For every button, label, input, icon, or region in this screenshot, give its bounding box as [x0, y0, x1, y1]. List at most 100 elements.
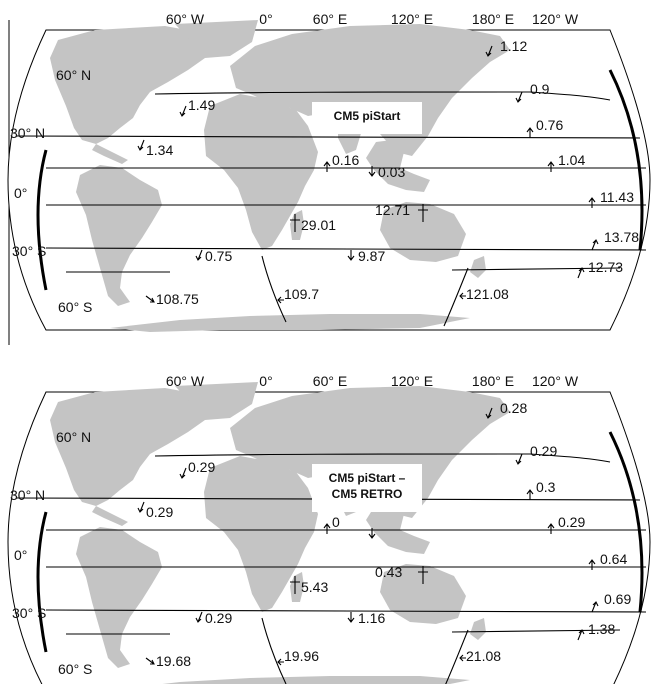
land-new-zealand	[470, 618, 486, 640]
lat-tick-label: 30° N	[10, 125, 45, 141]
land-greenland	[175, 382, 258, 420]
transport-arrow-red_sea	[368, 528, 376, 539]
transport-value-atl_32s: 0.75	[205, 248, 232, 264]
transport-arrow-australia_acc	[459, 292, 466, 300]
transport-value-tasman: 0.69	[604, 591, 631, 607]
transport-value-mozambique: 29.01	[301, 217, 336, 233]
lon-tick-label: 60° W	[166, 11, 205, 27]
transport-value-africa_acc: 19.96	[284, 648, 319, 664]
panel-title: CM5 piStart –	[329, 471, 406, 485]
land-new-zealand	[470, 256, 486, 278]
transport-value-pacific_40s: 1.38	[588, 621, 615, 637]
lon-tick-label: 120° W	[532, 11, 579, 27]
lon-tick-label: 0°	[259, 11, 272, 27]
land-south-america	[76, 527, 162, 668]
lat-tick-label: 60° S	[58, 299, 92, 315]
map-panel-1: CM5 piStart 60° W 0° 60° E 120° E 180° E 120° …	[7, 11, 651, 332]
transport-value-pacific_eq: 1.04	[558, 152, 585, 168]
transport-arrow-n_atl_47	[179, 467, 187, 479]
transport-value-pacific_5s: 0.64	[600, 551, 627, 567]
land-madagascar	[290, 210, 304, 240]
transport-arrow-indian_32s	[347, 612, 355, 623]
section-line-9	[445, 629, 469, 684]
transport-arrow-mozambique	[290, 214, 300, 232]
transport-value-africa_acc: 109.7	[284, 286, 319, 302]
lon-tick-label: 60° E	[313, 373, 347, 389]
transport-arrow-n_pacific_35	[526, 489, 534, 500]
transport-arrow-atl_32s	[195, 611, 203, 623]
land-africa	[204, 456, 318, 612]
transport-arrow-indonesian	[418, 204, 428, 222]
transport-value-n_atl_47: 1.49	[188, 97, 215, 113]
section-line-1	[154, 91, 611, 101]
transport-arrow-mediterranean	[323, 161, 331, 172]
transport-arrow-africa_acc	[277, 296, 284, 304]
lat-tick-label: 0°	[14, 185, 27, 201]
map-rim	[36, 69, 644, 291]
lat-tick-label: 60° N	[56, 67, 91, 83]
transport-arrow-drake	[145, 295, 155, 303]
panel-title: CM5 piStart	[334, 109, 401, 123]
lat-tick-label: 30° S	[12, 605, 46, 621]
transport-arrow-pacific_5s	[588, 559, 596, 570]
lon-tick-label: 0°	[259, 373, 272, 389]
transport-arrow-pacific_5s	[588, 197, 596, 208]
land-central-america	[92, 506, 128, 526]
lat-tick-label: 30° N	[10, 487, 45, 503]
transport-value-drake: 19.68	[156, 653, 191, 669]
transport-arrow-indonesian	[418, 566, 428, 584]
map-frame	[7, 29, 651, 331]
transport-arrow-pacific_40s	[577, 267, 585, 279]
transport-arrow-drake	[145, 657, 155, 665]
transport-value-n_pacific_65: 0.9	[530, 81, 550, 97]
transport-value-drake: 108.75	[156, 291, 199, 307]
transport-arrow-bering	[485, 45, 493, 57]
transport-value-red_sea: 0.03	[378, 164, 405, 180]
land-south-america	[76, 165, 162, 306]
lon-tick-label: 180° E	[472, 11, 514, 27]
section-line-5	[45, 247, 647, 251]
transport-arrow-tasman	[591, 601, 599, 613]
transport-value-n_pacific_35: 0.3	[536, 479, 556, 495]
section-line-5	[45, 609, 647, 613]
section-line-7	[451, 629, 621, 633]
transport-value-indonesian: 0.43	[375, 564, 402, 580]
transport-arrow-n_pacific_65	[515, 91, 523, 103]
transport-arrow-australia_acc	[459, 654, 466, 662]
lat-tick-label: 60° N	[56, 429, 91, 445]
land-madagascar	[290, 572, 304, 602]
transport-value-pacific_5s: 11.43	[600, 189, 634, 205]
transport-arrow-africa_acc	[277, 658, 284, 666]
transport-value-n_pacific_35: 0.76	[536, 117, 563, 133]
lat-tick-label: 30° S	[12, 243, 46, 259]
transport-value-indian_32s: 9.87	[358, 248, 385, 264]
land-europe-asia	[230, 386, 510, 518]
land-greenland	[175, 20, 258, 58]
transport-arrow-tasman	[591, 239, 599, 251]
transport-arrow-pacific_40s	[577, 629, 585, 641]
transport-value-bering: 1.12	[500, 38, 527, 54]
land-se-asia-indonesia	[366, 502, 430, 554]
land-africa	[204, 94, 318, 250]
transport-arrow-bering	[485, 407, 493, 419]
transport-value-australia_acc: 121.08	[466, 286, 509, 302]
land-north-america	[50, 388, 215, 506]
map-rim	[36, 431, 644, 653]
transport-arrow-atl_32s	[195, 249, 203, 261]
land-australia	[380, 202, 466, 262]
transport-arrow-pacific_eq	[547, 523, 555, 534]
lat-tick-label: 60° S	[58, 661, 92, 677]
lon-tick-label: 60° E	[313, 11, 347, 27]
land-australia	[380, 564, 466, 624]
transport-arrow-atl_26	[137, 501, 145, 513]
transport-value-pacific_eq: 0.29	[558, 514, 585, 530]
transport-arrow-mediterranean	[323, 523, 331, 534]
transport-arrow-red_sea	[368, 166, 376, 177]
transport-arrow-mozambique	[290, 576, 300, 594]
transport-value-indian_32s: 1.16	[358, 610, 385, 626]
transport-arrow-n_pacific_65	[515, 453, 523, 465]
land-antarctica	[162, 676, 470, 684]
section-line-2	[15, 135, 641, 139]
transport-value-bering: 0.28	[500, 400, 527, 416]
